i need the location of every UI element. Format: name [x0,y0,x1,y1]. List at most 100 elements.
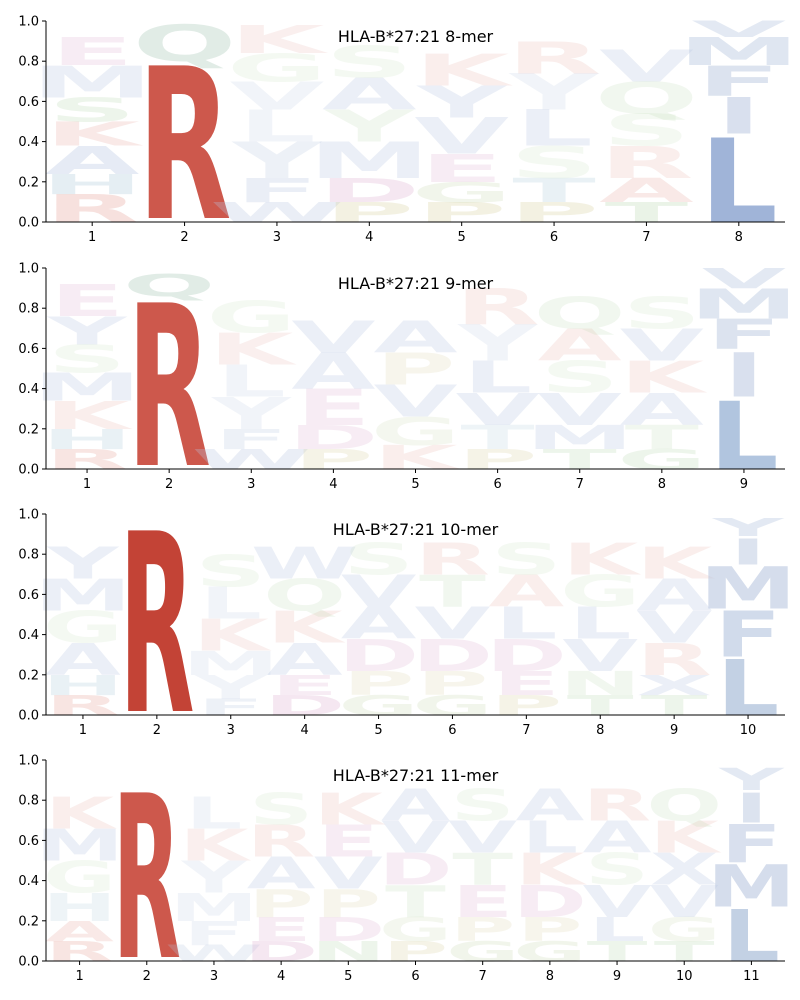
logo-letter: L [463,352,532,404]
logo-letter: V [314,848,383,899]
logo-letter: V [341,566,417,617]
logo-letter: Y [46,309,127,354]
logo-letter: A [247,848,316,899]
logo-letter: P [376,344,456,396]
x-tick-label: 6 [448,723,456,738]
logo-letter: Y [718,762,785,798]
logo-letter: H [42,423,133,455]
logo-letter: D [288,418,378,457]
logo-letter: P [417,665,489,703]
logo-letter: G [560,566,640,617]
x-tick-label: 3 [273,230,281,245]
logo-letter: L [522,812,579,863]
x-tick-label: 7 [642,230,650,245]
y-tick-label: 0.4 [18,874,39,889]
x-tick-label: 3 [227,723,235,738]
logo-letter: G [371,409,460,454]
logo-letters: RAHGMKRWFMYKLDEPARSNDPVEKPGTDVAGPETVSGPD… [35,749,795,1000]
logo-letter: R [247,816,315,867]
logo-letter: A [45,138,140,183]
x-tick-label: 2 [153,723,161,738]
logo-letter: Y [508,63,600,121]
logo-letter: H [42,669,124,701]
logo-letter: L [186,788,243,839]
x-tick-label: 2 [143,969,151,984]
logo-letter: V [456,384,540,436]
logo-letter: M [707,853,795,921]
logo-letter: A [515,779,584,830]
logo-letter: K [636,538,716,589]
x-tick-label: 11 [743,969,760,984]
logo-letter: P [343,665,415,703]
logo-letter: F [214,423,288,455]
logo-letter: M [690,281,798,329]
logo-letter: A [381,779,450,830]
x-tick-label: 3 [247,477,255,492]
logo-letter: Q [263,570,346,621]
logo-letter: S [196,546,266,597]
x-tick-label: 1 [75,969,83,984]
x-tick-label: 7 [576,477,584,492]
logo-letter: L [495,598,557,649]
x-tick-label: 5 [458,230,466,245]
x-tick-label: 9 [740,477,748,492]
logo-letter: A [489,566,565,617]
x-tick-label: 6 [493,477,501,492]
y-tick-label: 0.0 [18,463,39,478]
x-tick-label: 4 [301,723,309,738]
logo-letter: G [379,910,452,948]
logo-letter: S [451,779,515,830]
logo-letter: K [620,352,708,404]
x-tick-label: 1 [79,723,87,738]
logo-letter: R [636,634,711,685]
y-tick-label: 0.8 [18,548,39,563]
x-tick-label: 5 [411,477,419,492]
logo-letter: G [412,176,512,208]
x-tick-label: 9 [613,969,621,984]
logo-letter: S [48,91,136,129]
logo-letter: T [461,418,535,457]
logo-letter: K [373,438,461,477]
logo-letter: A [322,69,417,120]
logo-letter: L [200,578,262,629]
x-tick-label: 9 [670,723,678,738]
logo-letter: V [373,376,457,428]
y-tick-label: 0.6 [18,342,39,357]
logo-letter: V [291,312,375,364]
logo-letter: I [724,340,764,411]
logo-letter: V [583,876,652,927]
logo-letter: V [702,262,786,294]
logo-letter: E [452,876,513,927]
logo-letter: K [267,602,347,653]
logo-letter: S [602,105,690,156]
x-tick-label: 4 [365,230,373,245]
logo-letter: Q [594,73,698,124]
logo-letter: Q [646,779,722,830]
x-tick-label: 7 [522,723,530,738]
logo-letter: M [34,570,131,621]
logo-letter: F [707,311,781,359]
y-tick-label: 0.2 [18,914,39,929]
logo-letter: Y [324,101,416,152]
logo-letter: K [314,784,386,835]
logo-letter: K [515,844,587,895]
logo-letter: F [697,57,781,105]
logo-letter: V [381,812,450,863]
y-tick-label: 1.0 [18,262,39,277]
logo-letter: V [620,320,704,372]
logo-letter: M [526,418,634,457]
logo-letter: F [721,814,782,875]
logo-letter: S [48,337,126,382]
logo-letter: N [559,665,641,703]
logo-letter: L [515,99,593,157]
logo-letter: S [249,784,313,835]
logo-letter: A [636,570,712,621]
logo-letter: R [415,534,490,585]
x-tick-label: 4 [329,477,337,492]
logo-letter: K [650,812,722,863]
